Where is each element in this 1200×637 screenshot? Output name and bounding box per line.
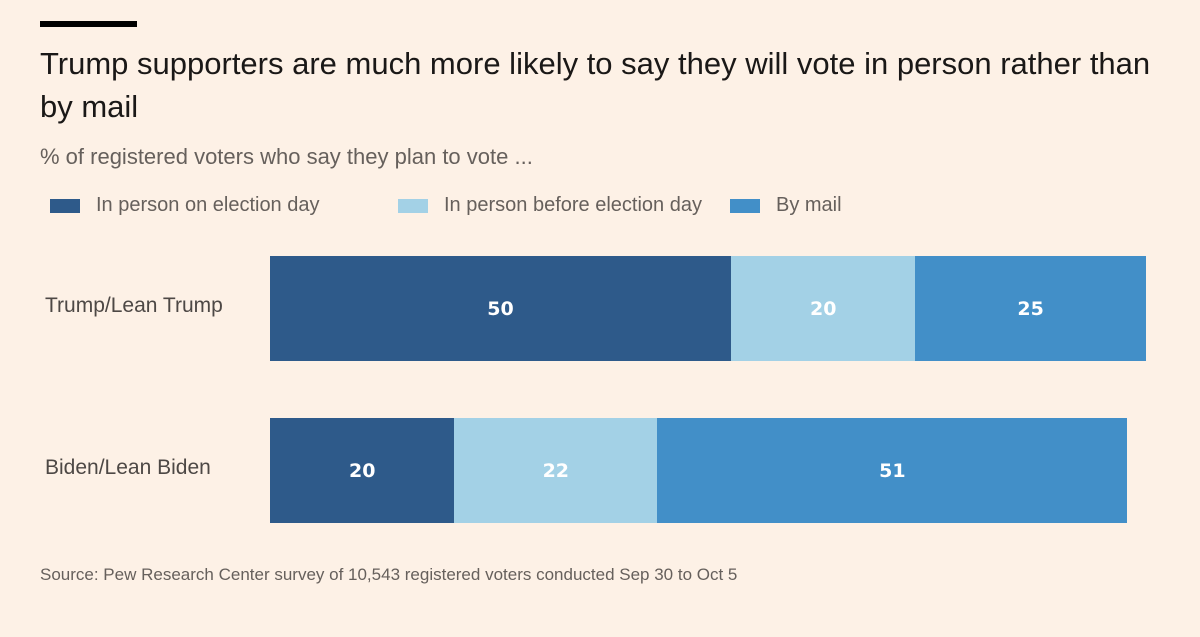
legend: In person on election day In person befor… [50,194,842,217]
legend-label: In person on election day [96,194,320,216]
legend-item: By mail [730,194,842,217]
category-label: Trump/Lean Trump [45,294,223,317]
legend-swatch [398,198,428,213]
bar-segment: 50 [270,256,731,361]
legend-label: In person before election day [444,194,702,216]
category-label: Biden/Lean Biden [45,456,211,479]
legend-label: By mail [776,194,842,216]
legend-swatch [50,198,80,213]
data-label: 25 [1017,297,1044,320]
bar-segment: 20 [270,418,455,523]
legend-swatch [730,198,760,213]
source-note: Source: Pew Research Center survey of 10… [40,565,738,584]
data-label: 20 [348,459,376,482]
title-accent-bar [40,21,137,27]
data-label: 20 [809,297,837,320]
bar-segment: 22 [454,418,658,523]
chart-subtitle: % of registered voters who say they plan… [40,144,533,169]
legend-item: In person before election day [398,194,730,217]
bar-segment: 20 [731,256,916,361]
bar-segment: 51 [657,418,1128,523]
data-label: 50 [487,297,514,320]
data-label: 51 [879,459,906,482]
legend-item: In person on election day [50,194,398,217]
data-label: 22 [542,459,570,482]
bar-segment: 25 [915,256,1146,361]
chart-title: Trump supporters are much more likely to… [40,46,1151,124]
